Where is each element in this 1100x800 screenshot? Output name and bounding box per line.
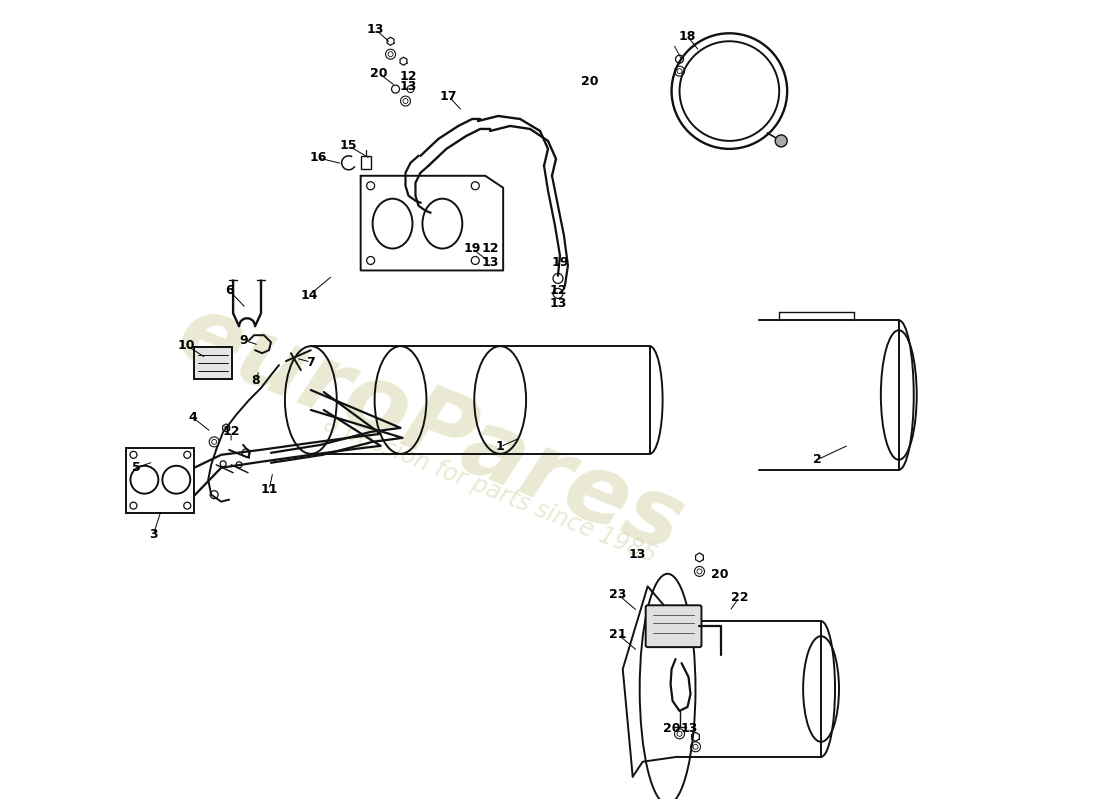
Text: 13: 13 xyxy=(549,297,566,310)
Text: 13: 13 xyxy=(399,79,417,93)
Text: 19: 19 xyxy=(463,242,481,255)
Bar xyxy=(361,156,371,169)
Text: 22: 22 xyxy=(730,591,748,604)
Text: 19: 19 xyxy=(551,256,569,269)
Text: 4: 4 xyxy=(189,411,198,425)
Text: 12: 12 xyxy=(549,284,566,297)
Text: 9: 9 xyxy=(240,334,249,346)
Text: 18: 18 xyxy=(679,30,696,42)
Text: 11: 11 xyxy=(261,483,277,496)
Text: 12: 12 xyxy=(222,426,240,438)
Text: 17: 17 xyxy=(440,90,458,102)
Text: 5: 5 xyxy=(132,462,141,474)
Text: 15: 15 xyxy=(340,139,358,152)
Bar xyxy=(195,347,232,379)
Text: 21: 21 xyxy=(609,628,627,641)
FancyBboxPatch shape xyxy=(646,606,702,647)
Text: 20: 20 xyxy=(711,568,728,581)
Text: 20: 20 xyxy=(581,74,598,88)
Text: 10: 10 xyxy=(177,338,195,352)
Text: 3: 3 xyxy=(150,528,157,541)
Text: euroPares: euroPares xyxy=(164,286,696,573)
Text: 13: 13 xyxy=(681,722,698,735)
Text: 20: 20 xyxy=(370,66,387,80)
Text: 12: 12 xyxy=(399,70,417,82)
Text: 13: 13 xyxy=(629,548,647,561)
Text: 2: 2 xyxy=(813,454,822,466)
Text: a passion for parts since 1985: a passion for parts since 1985 xyxy=(320,412,660,568)
Bar xyxy=(126,448,195,513)
Text: 23: 23 xyxy=(609,588,627,601)
Text: 13: 13 xyxy=(367,22,384,36)
Circle shape xyxy=(776,135,788,147)
Text: 6: 6 xyxy=(224,284,233,297)
Text: 13: 13 xyxy=(482,256,499,269)
Text: 12: 12 xyxy=(482,242,499,255)
Text: 7: 7 xyxy=(307,356,316,369)
Text: 14: 14 xyxy=(300,289,318,302)
Text: 20: 20 xyxy=(663,722,680,735)
Text: 1: 1 xyxy=(496,440,505,454)
Text: 16: 16 xyxy=(309,151,327,164)
Text: 8: 8 xyxy=(252,374,261,386)
